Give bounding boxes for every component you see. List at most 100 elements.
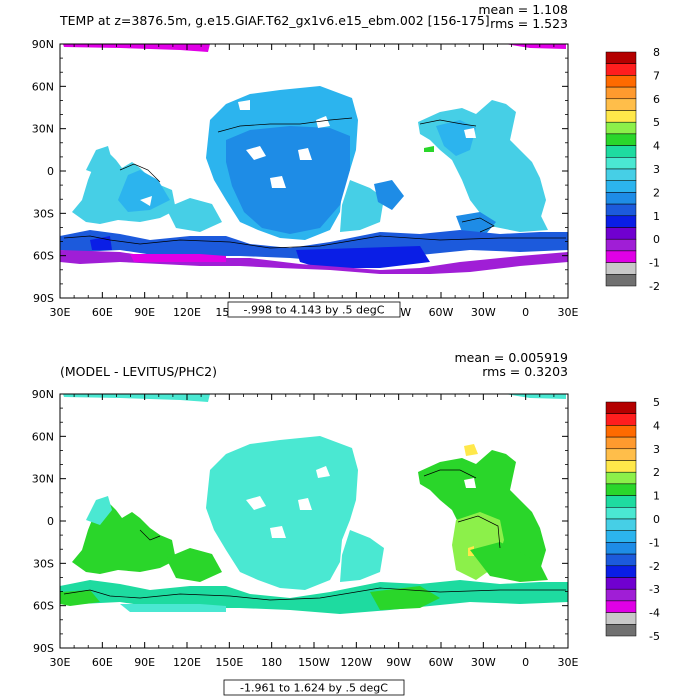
colorbar-swatch: [605, 425, 637, 438]
colorbar-swatch: [605, 180, 637, 193]
colorbar-swatch: [605, 565, 637, 578]
colorbar-label: 8: [653, 46, 660, 59]
panel-1-ocean-arctic: [63, 44, 210, 52]
colorbar-label: -4: [649, 607, 660, 620]
colorbar-swatch: [605, 157, 637, 170]
lon-label: 120E: [173, 306, 201, 319]
lon-label: 150E: [215, 656, 243, 669]
colorbar-label: -2: [649, 560, 660, 573]
lon-label: 60W: [429, 306, 454, 319]
panel-1-lat-labels: 90N 60N 30N 0 30S 60S 90S: [32, 38, 54, 305]
lat-label: 30N: [32, 123, 54, 136]
panel-2-range: -1.961 to 1.624 by .5 degC: [240, 682, 388, 695]
panel-1-ocean-south-atlantic-deep: [374, 180, 404, 210]
colorbar-swatch: [605, 448, 637, 461]
panel-1-ocean-indian-east: [166, 198, 222, 232]
panel-2-ocean-pacific-east: [340, 530, 384, 582]
colorbar-label: 3: [653, 163, 660, 176]
lat-label: 60S: [33, 250, 54, 263]
lat-label: 30S: [33, 207, 54, 220]
colorbar-label: -1: [649, 257, 660, 270]
colorbar-swatch: [605, 507, 637, 520]
colorbar-swatch: [605, 110, 637, 123]
lat-label: 0: [47, 515, 54, 528]
panel-1-ocean-southern-deep: [90, 236, 430, 268]
lon-label: 150W: [298, 656, 330, 669]
colorbar-swatch: [605, 542, 637, 555]
panel-1-ocean-indian-deep: [118, 170, 170, 212]
panel-2-ocean-indian: [72, 500, 176, 574]
colorbar-label: -1: [649, 536, 660, 549]
panel-1: TEMP at z=3876.5m, g.e15.GIAF.T62_gx1v6.…: [32, 2, 660, 319]
lon-label: 60E: [92, 656, 113, 669]
colorbar-swatch: [605, 588, 637, 602]
colorbar-swatch: [605, 624, 637, 637]
panel-1-ocean-pacific-east: [340, 180, 384, 232]
colorbar-label: -3: [649, 583, 660, 596]
panel-2-colorbar: 5 4 3 2 1 0 -1 -2 -3 -4 -5: [605, 396, 660, 643]
lon-label: 30W: [471, 306, 496, 319]
colorbar-swatch: [605, 577, 637, 590]
lon-label: 90W: [386, 656, 411, 669]
panel-2-ocean-southern-green: [60, 586, 440, 610]
panel-1-mean: mean = 1.108: [478, 2, 568, 17]
colorbar-swatch: [605, 86, 637, 100]
panel-1-ocean-arctic-2: [505, 44, 566, 49]
panel-1-ocean-caribbean: [424, 146, 434, 152]
colorbar-swatch: [605, 612, 637, 625]
lon-label: 0: [522, 656, 529, 669]
colorbar-swatch: [605, 460, 637, 473]
lat-label: 0: [47, 165, 54, 178]
panel-2: (MODEL - LEVITUS/PHC2) mean = 0.005919 r…: [32, 350, 660, 696]
lat-label: 90S: [33, 292, 54, 305]
colorbar-swatch: [605, 215, 637, 228]
colorbar-label: 4: [653, 140, 660, 153]
colorbar-swatch: [605, 203, 637, 217]
colorbar-swatch: [605, 401, 637, 414]
panel-1-range: -.998 to 4.143 by .5 degC: [244, 304, 385, 317]
panel-1-ocean-southern-magenta: [130, 254, 226, 262]
lon-label: 30E: [558, 656, 579, 669]
panel-1-contours: [63, 117, 566, 249]
colorbar-swatch: [605, 51, 637, 64]
colorbar-swatch: [605, 495, 637, 508]
lat-label: 60S: [33, 600, 54, 613]
lat-label: 60N: [32, 80, 54, 93]
colorbar-swatch: [605, 436, 637, 450]
colorbar-swatch: [605, 530, 637, 543]
colorbar-swatch: [605, 262, 637, 275]
colorbar-label: 6: [653, 93, 660, 106]
colorbar-label: 4: [653, 419, 660, 432]
panel-2-range-box: [223, 679, 405, 696]
panel-2-ocean-south-atlantic: [470, 542, 548, 582]
colorbar-label: 5: [653, 116, 660, 129]
panel-2-ocean-pacific: [206, 436, 358, 590]
panel-1-ocean-atlantic-deep: [436, 120, 476, 156]
panel-1-ticks: [59, 43, 569, 299]
panel-1-ocean-south-atlantic-basin: [456, 212, 496, 234]
panel-2-ocean-southern-cyan: [120, 604, 226, 612]
panel-2-mean: mean = 0.005919: [454, 350, 568, 365]
lat-label: 30N: [32, 473, 54, 486]
panel-2-ocean-arctic: [63, 394, 210, 402]
lat-label: 60N: [32, 430, 54, 443]
colorbar-swatch: [605, 483, 637, 496]
colorbar-label: -2: [649, 280, 660, 293]
colorbar-label: 0: [653, 513, 660, 526]
colorbar-swatch: [605, 600, 637, 613]
lat-label: 90N: [32, 388, 54, 401]
colorbar-label: 3: [653, 443, 660, 456]
colorbar-swatch: [605, 471, 637, 485]
panel-2-lon-labels: 30E 60E 90E 120E 150E 180 150W 120W 90W 60W 30W 0 30…: [50, 656, 579, 669]
panel-1-land-patches: [140, 100, 476, 206]
colorbar-swatch: [605, 238, 637, 252]
panel-1-title: TEMP at z=3876.5m, g.e15.GIAF.T62_gx1v6.…: [59, 13, 490, 28]
panel-1-map: [60, 44, 568, 274]
colorbar-label: 1: [653, 490, 660, 503]
lon-label: 30W: [471, 656, 496, 669]
colorbar-swatch: [605, 121, 637, 135]
colorbar-swatch: [605, 413, 637, 426]
lon-label: 0: [522, 306, 529, 319]
panel-2-rms: rms = 0.3203: [482, 364, 568, 379]
panel-2-title: (MODEL - LEVITUS/PHC2): [60, 364, 217, 379]
